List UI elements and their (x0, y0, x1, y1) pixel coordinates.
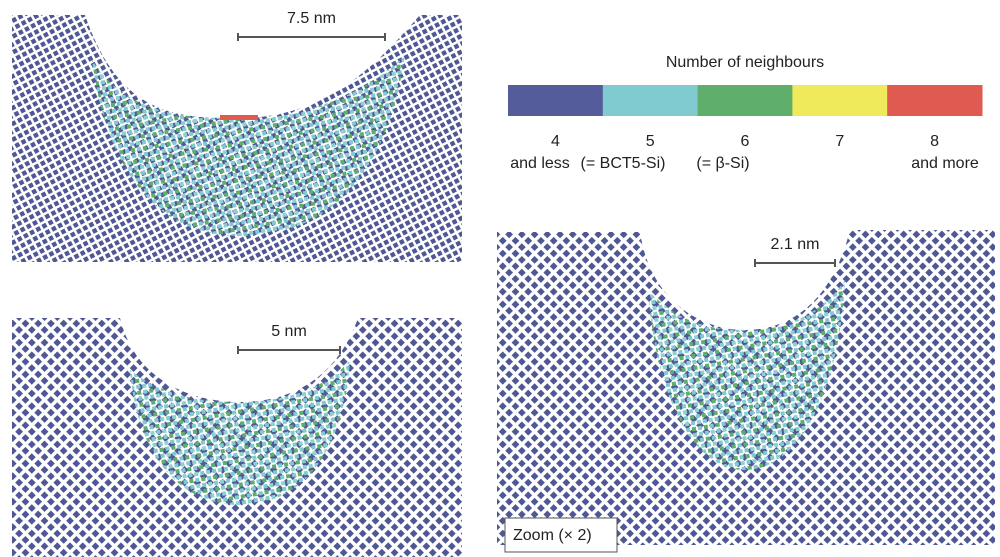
scale-label: 2.1 nm (771, 236, 820, 253)
scale-label: 5 nm (271, 323, 307, 340)
zoom-note: Zoom (× 2) (513, 527, 592, 544)
legend-title: Number of neighbours (666, 54, 824, 71)
legend-swatch (508, 85, 603, 116)
page: {"panels": [ {"scale_label": "7.5 nm"}, … (0, 0, 1000, 557)
legend-sublabel: and less (510, 155, 570, 172)
legend-sublabel: (= β-Si) (696, 155, 749, 172)
legend-sublabel: (= BCT5-Si) (581, 155, 666, 172)
legend-swatch (887, 85, 982, 116)
legend-number: 6 (741, 133, 750, 150)
legend-swatch (603, 85, 698, 116)
legend-swatch (698, 85, 793, 116)
legend-number: 5 (646, 133, 655, 150)
figure: 7.5 nm 5 nm 2.1 nm Zoom (× 2) Number of neig… (0, 0, 1000, 557)
beta-layer (220, 115, 258, 120)
legend-number: 7 (835, 133, 844, 150)
legend-number: 4 (551, 133, 560, 150)
legend-number: 8 (930, 133, 939, 150)
scale-label: 7.5 nm (287, 10, 336, 27)
legend-swatch (792, 85, 887, 116)
legend-sublabel: and more (911, 155, 979, 172)
